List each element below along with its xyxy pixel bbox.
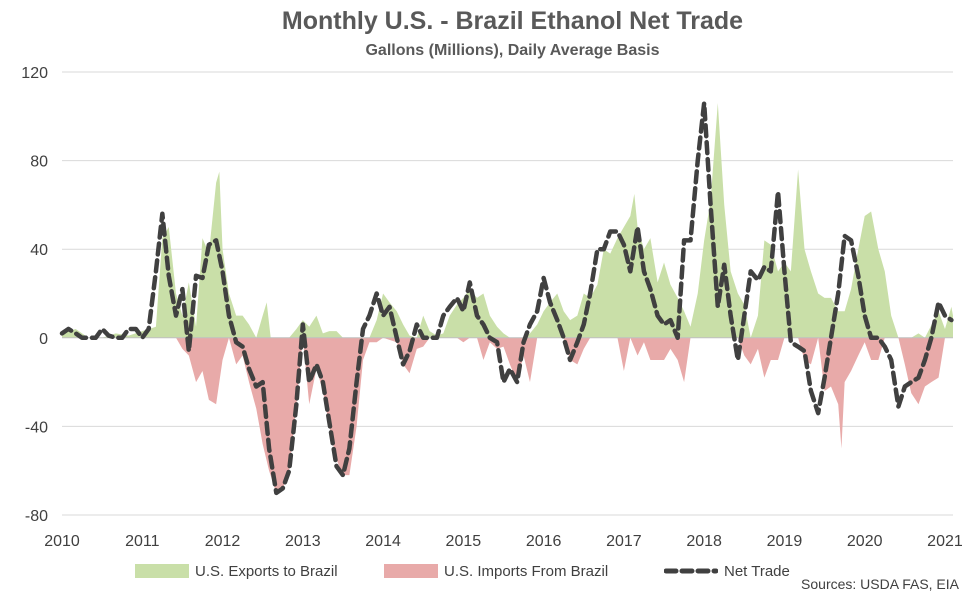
chart-subtitle: Gallons (Millions), Daily Average Basis [365, 42, 660, 59]
legend-swatch-imports [384, 564, 438, 578]
area-series [62, 103, 953, 493]
line-net-trade [59, 100, 954, 496]
y-tick-label: -40 [25, 419, 48, 436]
legend-item-imports: U.S. Imports From Brazil [384, 561, 608, 581]
x-axis-ticks: 2010 2011 2012 2013 2014 2015 2016 2017 2018 2019… [44, 533, 963, 550]
x-tick-label: 2011 [125, 533, 160, 550]
x-tick-label: 2019 [767, 533, 803, 550]
line-series [59, 100, 954, 496]
x-tick-label: 2010 [44, 533, 80, 550]
area-u-s-imports-from-brazil [62, 337, 953, 493]
x-tick-label: 2020 [847, 533, 883, 550]
y-axis-ticks: -80 -40 0 40 80 120 [21, 65, 48, 525]
x-tick-label: 2021 [927, 533, 963, 550]
x-tick-label: 2017 [606, 533, 642, 550]
gridlines [62, 71, 953, 516]
y-tick-label: 120 [21, 65, 48, 82]
y-tick-label: 80 [30, 154, 48, 171]
x-tick-label: 2016 [526, 533, 562, 550]
x-tick-label: 2013 [285, 533, 321, 550]
legend-swatch-exports [135, 564, 189, 578]
y-tick-label: 0 [39, 331, 48, 348]
chart-title: Monthly U.S. - Brazil Ethanol Net Trade [281, 7, 744, 35]
x-tick-label: 2012 [205, 533, 241, 550]
legend-label-exports: U.S. Exports to Brazil [195, 562, 338, 580]
legend-item-exports: U.S. Exports to Brazil [135, 561, 338, 581]
x-tick-label: 2015 [446, 533, 482, 550]
legend-label-imports: U.S. Imports From Brazil [444, 562, 609, 580]
x-tick-label: 2018 [686, 533, 722, 550]
area-u-s-exports-to-brazil [62, 103, 953, 338]
y-tick-label: 40 [30, 242, 48, 259]
x-tick-label: 2014 [365, 533, 401, 550]
legend-swatch-net [664, 564, 718, 578]
legend-item-net: Net Trade [664, 561, 790, 581]
legend-label-net: Net Trade [724, 562, 790, 580]
source-note: Sources: USDA FAS, EIA [801, 576, 959, 592]
y-tick-label: -80 [25, 508, 48, 525]
